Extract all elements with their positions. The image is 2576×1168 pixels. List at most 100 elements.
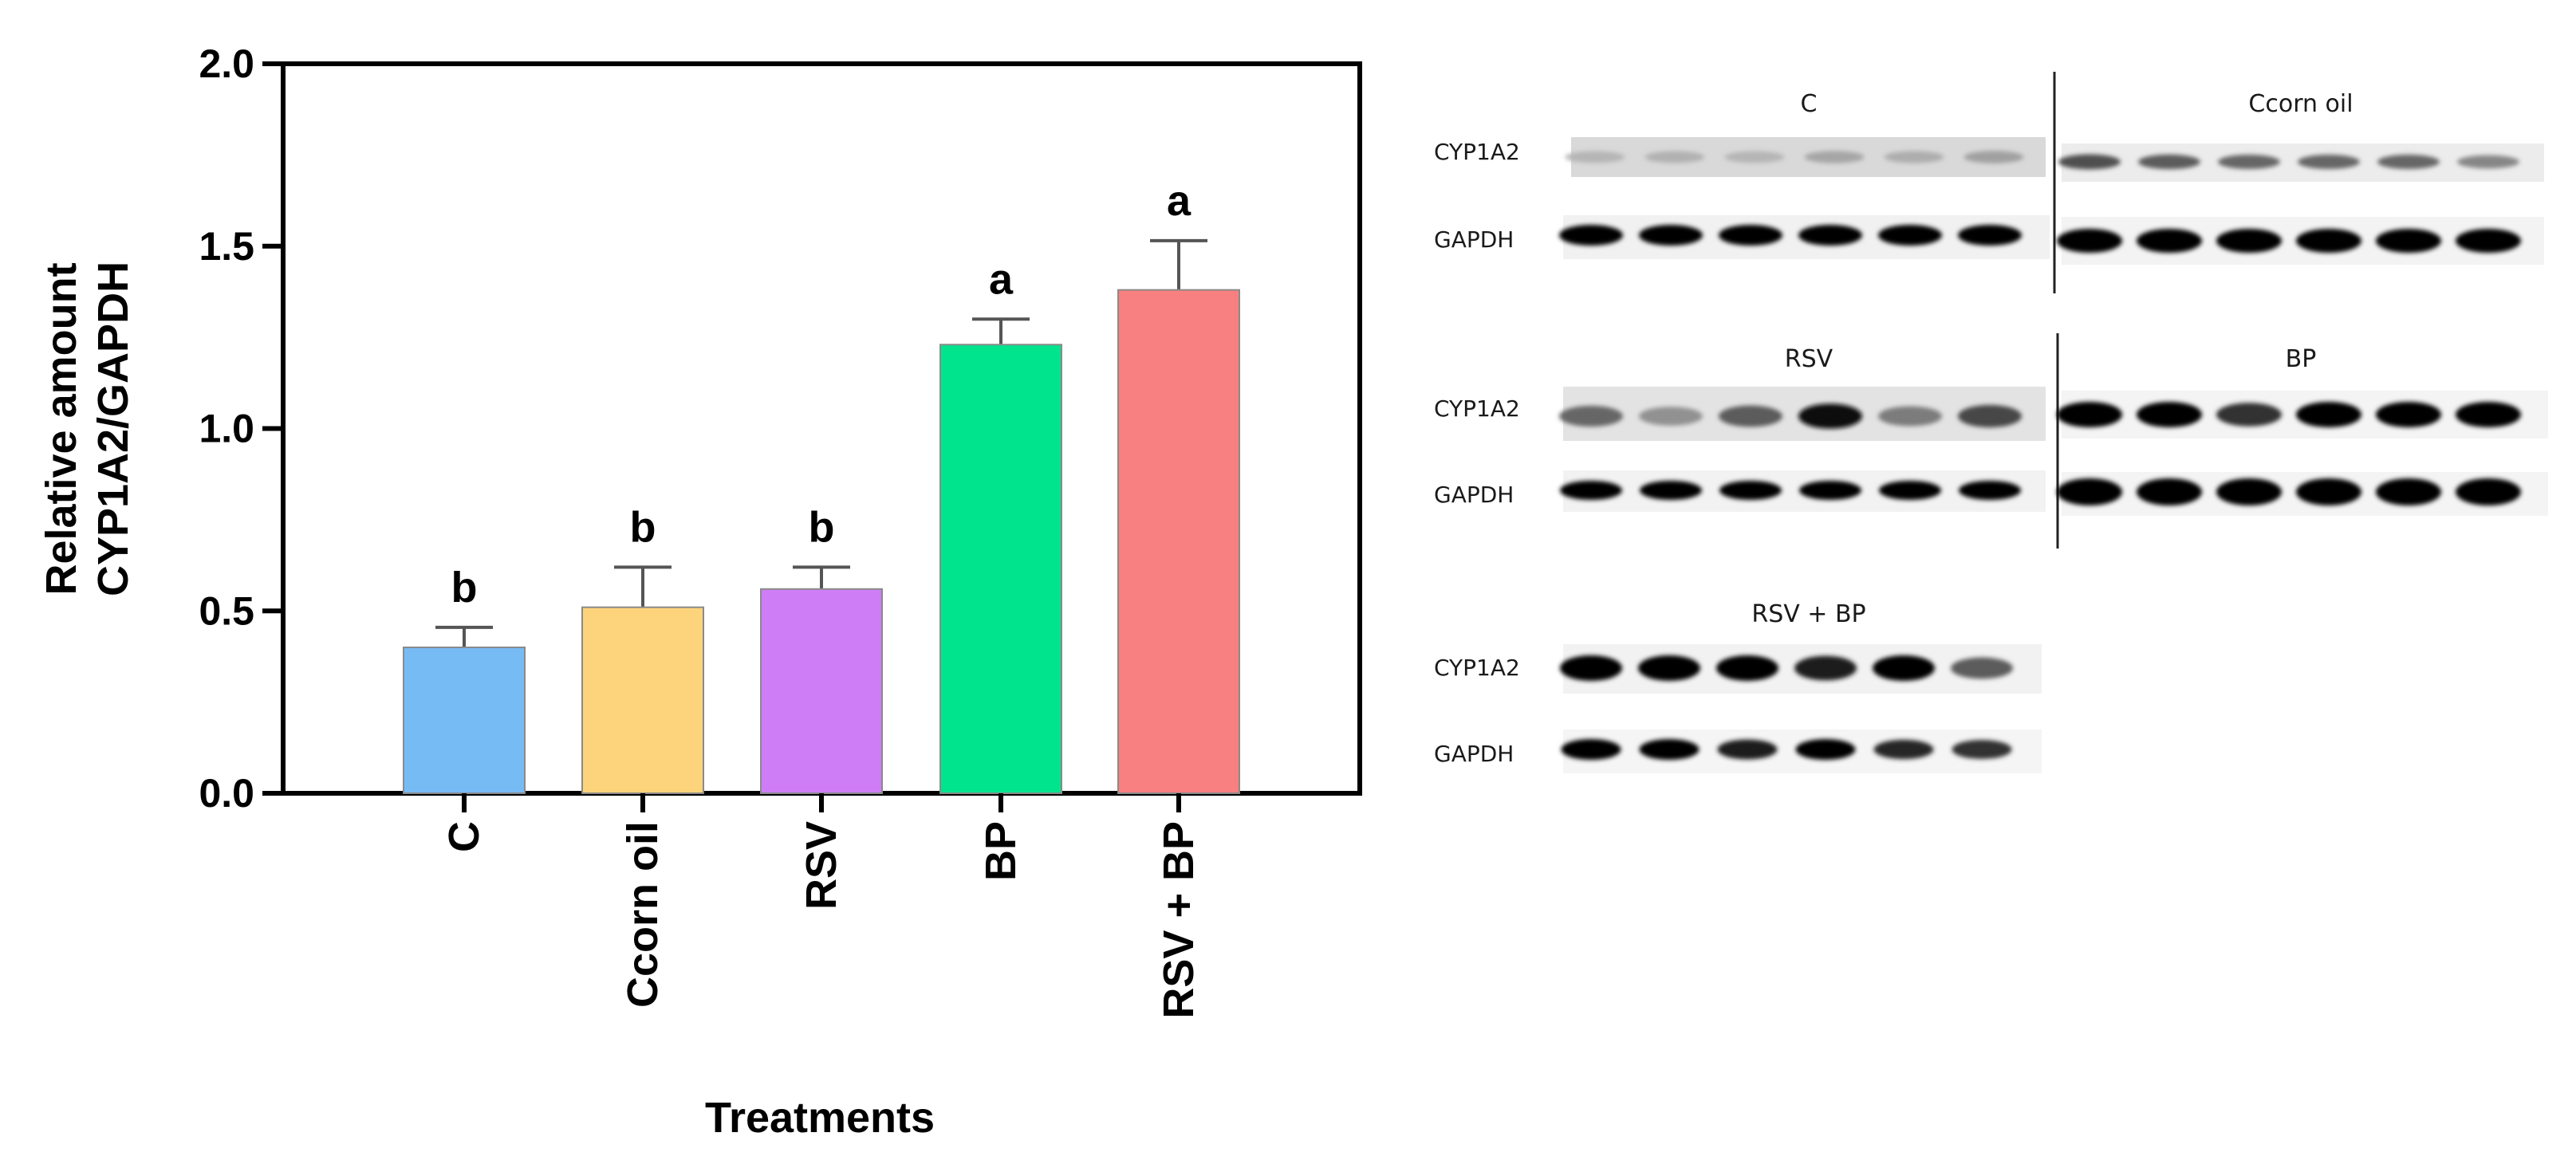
blot-band (2057, 402, 2122, 427)
blot-band (1878, 406, 1942, 427)
y-tick-label: 0.0 (199, 771, 254, 816)
blot-band (2296, 478, 2361, 505)
x-tick-label: RSV (798, 821, 845, 910)
blot-band (1952, 740, 2012, 759)
y-tick-label: 1.5 (199, 224, 254, 269)
significance-letter: b (630, 503, 656, 551)
blot-panel-c: C CYP1A2 GAPDH (1434, 90, 2050, 259)
blot-band (2456, 478, 2521, 505)
blot-band (1639, 739, 1700, 760)
blot-band (1884, 151, 1944, 163)
blot-bands-c-gapdh (1559, 225, 2022, 246)
blot-band (1559, 405, 1623, 427)
y-tick-label: 1.0 (199, 407, 254, 451)
blot-row-label-cyp1a2-rsv-bp: CYP1A2 (1434, 655, 1520, 681)
blot-band (2137, 229, 2202, 253)
blot-band (1804, 151, 1865, 163)
blot-title-ccorn-oil: Ccorn oil (2248, 90, 2353, 118)
blot-band (2138, 154, 2200, 170)
blot-band (1799, 481, 1861, 500)
blot-band (2376, 402, 2441, 427)
blot-row-label-cyp1a2-c: CYP1A2 (1434, 139, 1520, 165)
blot-panel-rsv-bp: RSV + BP CYP1A2 GAPDH (1434, 600, 2042, 773)
blot-bands-c-cyp1a2 (1565, 151, 2024, 163)
blot-panel-ccorn-oil: Ccorn oil (2057, 90, 2544, 265)
significance-letter: a (1167, 177, 1191, 225)
blot-band (1873, 655, 1935, 681)
blot-band (2057, 478, 2122, 505)
blot-band (1964, 151, 2024, 163)
significance-letter: a (989, 255, 1014, 303)
y-axis-title-line2: CYP1A2/GAPDH (89, 262, 137, 596)
bar (1117, 289, 1240, 794)
blot-band (2377, 154, 2440, 170)
blot-band (1798, 225, 1862, 246)
blot-band (2137, 478, 2202, 505)
blot-band (1798, 403, 1862, 429)
blot-title-rsv-bp: RSV + BP (1751, 600, 1865, 628)
blot-band (2298, 154, 2360, 170)
blot-title-rsv: RSV (1785, 345, 1834, 373)
x-tick-label: RSV + BP (1155, 821, 1203, 1019)
blot-band (2216, 403, 2282, 427)
x-tick-label: Ccorn oil (619, 821, 667, 1008)
x-tick-label: BP (977, 821, 1025, 881)
blot-bands-bp-cyp1a2 (2057, 402, 2521, 427)
blot-band (1879, 481, 1941, 500)
blot-band (2216, 478, 2282, 505)
blot-bands-rsvbp-gapdh (1561, 739, 2012, 760)
blot-band (1640, 481, 1702, 500)
blot-band (1559, 225, 1623, 246)
blot-title-bp: BP (2286, 345, 2317, 373)
blot-band (2457, 155, 2519, 169)
blot-band (1638, 655, 1700, 681)
blot-band (1878, 225, 1942, 246)
blot-band (1716, 655, 1778, 681)
y-tick-label: 0.5 (199, 588, 254, 633)
blot-band (2296, 402, 2361, 427)
blot-row-label-cyp1a2-rsv: CYP1A2 (1434, 395, 1520, 422)
blot-row-label-gapdh-c: GAPDH (1434, 226, 1514, 253)
blot-panel-rsv: RSV CYP1A2 GAPDH (1434, 345, 2046, 512)
x-tick-label: C (440, 821, 488, 852)
blot-band (1795, 739, 1856, 760)
blot-band (1561, 739, 1621, 760)
blot-band (1639, 225, 1703, 246)
blot-band (1560, 481, 1622, 500)
significance-letter: b (451, 564, 478, 612)
blot-band (1719, 481, 1782, 500)
blot-band (1958, 404, 2022, 428)
blot-band (2376, 229, 2441, 253)
blot-bands-rsv-cyp1a2 (1559, 403, 2022, 429)
blot-band (2057, 229, 2122, 253)
blot-band (1958, 225, 2022, 246)
x-axis-title: Treatments (705, 1094, 935, 1142)
blot-row-label-gapdh-rsv-bp: GAPDH (1434, 741, 1514, 767)
blot-bands-bp-gapdh (2057, 478, 2521, 505)
blot-band (1873, 739, 1934, 760)
blot-band (2456, 402, 2521, 427)
blot-band (2218, 154, 2280, 170)
blot-bands-rsv-gapdh (1560, 481, 2021, 500)
blot-band (2456, 229, 2521, 253)
significance-letter: b (809, 503, 835, 551)
blot-band (1719, 225, 1782, 246)
blot-title-c: C (1801, 90, 1818, 118)
blot-row-label-gapdh-rsv: GAPDH (1434, 482, 1514, 508)
blot-band (1644, 151, 1705, 163)
blot-panel-bp: BP (2057, 345, 2548, 516)
blot-band (2137, 402, 2202, 427)
y-tick-label: 2.0 (199, 41, 254, 86)
bar (939, 344, 1062, 794)
blot-band (1565, 151, 1625, 163)
blot-band (2376, 478, 2441, 505)
blot-band (1717, 739, 1778, 760)
blot-bands-ccorn-gapdh (2057, 229, 2521, 253)
blot-bands-rsvbp-cyp1a2 (1560, 655, 2013, 681)
blot-band (1959, 481, 2021, 500)
blot-band (1724, 151, 1785, 163)
blot-band (2058, 154, 2121, 170)
